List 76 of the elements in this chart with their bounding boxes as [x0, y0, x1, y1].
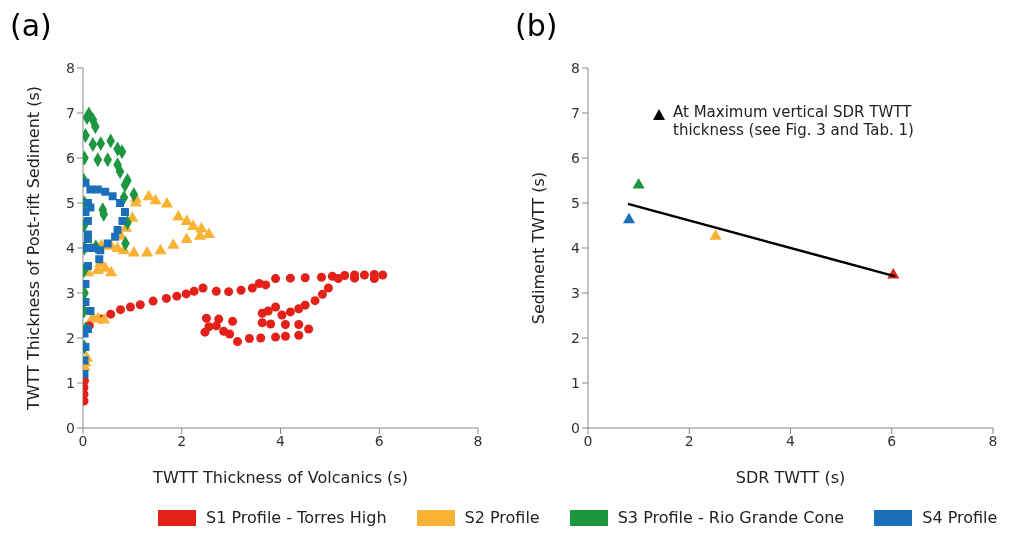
x-tick-label: 8 [988, 432, 998, 449]
y-tick-label: 1 [66, 374, 75, 391]
legend-label: S1 Profile - Torres High [206, 508, 387, 527]
x-tick-label: 4 [276, 432, 286, 449]
point [116, 199, 125, 207]
point [120, 208, 129, 216]
y-tick-label: 6 [571, 149, 581, 166]
point [86, 185, 95, 194]
legend-label: S2 Profile [464, 508, 540, 527]
y-tick-label: 2 [571, 329, 580, 346]
point [95, 255, 104, 264]
point [83, 298, 90, 306]
point [83, 280, 90, 288]
y-tick-label: 2 [66, 329, 75, 346]
y-tick-label: 8 [571, 59, 580, 76]
y-tick-label: 4 [66, 239, 76, 256]
point [167, 238, 180, 249]
point [83, 235, 92, 243]
point [103, 239, 112, 248]
y-tick-label: 1 [571, 374, 580, 391]
point [113, 226, 122, 234]
x-tick-label: 0 [78, 432, 88, 449]
x-tick-label: 2 [177, 432, 187, 449]
y-axis-title: Sediment TWTT (s) [528, 171, 548, 325]
x-tick-label: 6 [374, 432, 384, 449]
y-tick-label: 5 [571, 194, 580, 211]
point [98, 312, 111, 324]
point [127, 245, 140, 257]
point [632, 177, 645, 189]
y-tick-label: 3 [571, 284, 580, 301]
point [86, 203, 95, 212]
point [172, 209, 185, 221]
x-tick-label: 6 [887, 432, 897, 449]
y-tick-label: 4 [571, 239, 581, 256]
point [160, 196, 174, 208]
point [111, 232, 120, 241]
point [141, 245, 154, 257]
x-tick-label: 0 [583, 432, 593, 449]
point [154, 243, 167, 255]
chart-title: (a) [10, 8, 52, 43]
legend-label: S4 Profile [922, 508, 998, 527]
x-tick-label: 2 [684, 432, 694, 449]
point [93, 185, 102, 194]
chart-title: (b) [515, 8, 558, 43]
point [180, 232, 193, 243]
point [101, 187, 110, 196]
y-tick-label: 7 [571, 104, 580, 121]
point [83, 244, 90, 252]
point [83, 325, 92, 333]
point [118, 217, 127, 225]
legend-label: S3 Profile - Rio Grande Cone [617, 508, 845, 527]
point [709, 229, 722, 240]
point [83, 217, 92, 225]
x-tick-label: 8 [473, 432, 483, 449]
x-tick-label: 4 [786, 432, 796, 449]
point [105, 265, 118, 277]
y-tick-label: 3 [66, 284, 75, 301]
y-axis-title: TWTT Thickness of Post-rift Sediment (s) [23, 86, 43, 411]
point [180, 214, 193, 225]
y-tick-label: 0 [66, 419, 75, 436]
point [83, 343, 90, 351]
x-axis-title: SDR TWTT (s) [735, 468, 846, 487]
y-tick-label: 8 [66, 59, 75, 76]
y-tick-label: 7 [66, 104, 75, 121]
x-axis-title: TWTT Thickness of Volcanics (s) [152, 468, 408, 487]
y-tick-label: 5 [66, 194, 75, 211]
point [83, 262, 92, 270]
y-tick-label: 6 [66, 149, 76, 166]
text: At Maximum vertical SDR TWTT thickness (see Fig. 3 and Tab. 1) [673, 103, 915, 139]
point [96, 246, 105, 255]
point [86, 307, 95, 315]
point [622, 212, 636, 224]
y-tick-label: 0 [571, 419, 580, 436]
point [108, 192, 117, 201]
point [142, 189, 155, 201]
point [195, 222, 208, 233]
